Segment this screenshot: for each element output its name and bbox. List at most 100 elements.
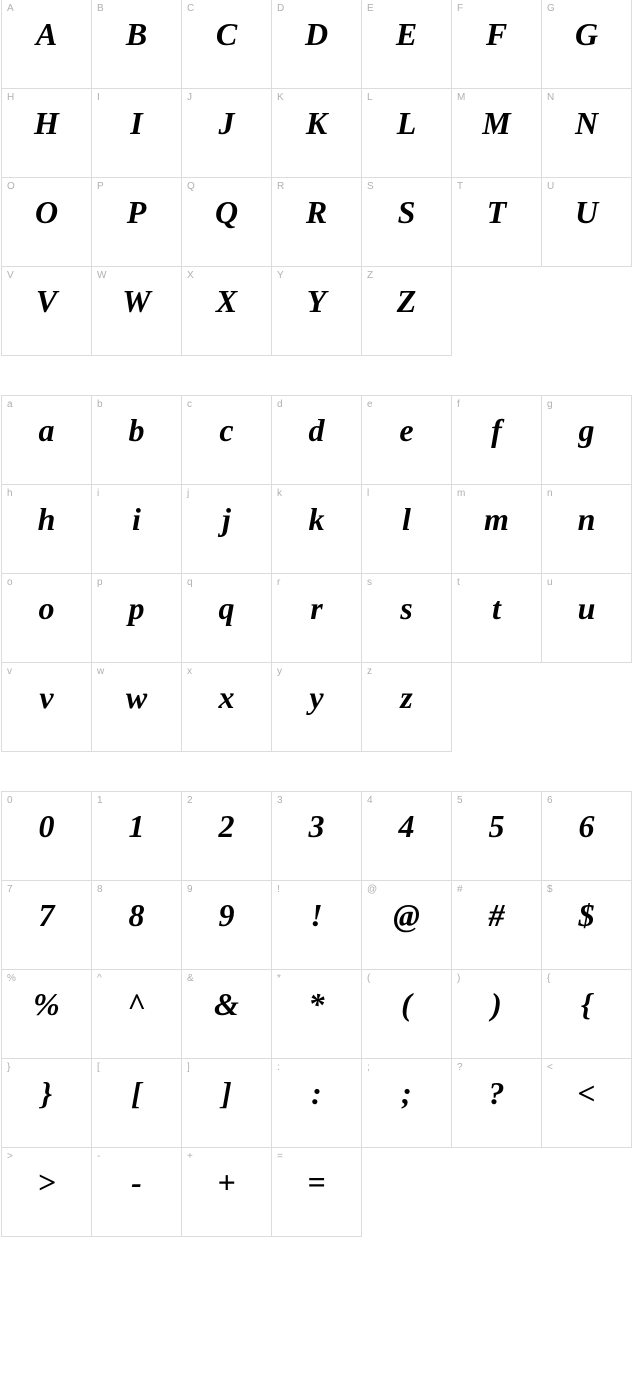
cell-glyph: X xyxy=(182,285,271,317)
glyph-cell: bb xyxy=(91,395,182,485)
cell-glyph: O xyxy=(2,196,91,228)
cell-glyph: ; xyxy=(362,1077,451,1109)
glyph-cell: >> xyxy=(1,1147,92,1237)
glyph-cell: ii xyxy=(91,484,182,574)
cell-glyph: g xyxy=(542,414,631,446)
cell-label: l xyxy=(367,488,369,499)
cell-glyph: T xyxy=(452,196,541,228)
glyph-cell: SS xyxy=(361,177,452,267)
cell-glyph: s xyxy=(362,592,451,624)
cell-glyph: 9 xyxy=(182,899,271,931)
cell-glyph: ( xyxy=(362,988,451,1020)
cell-glyph: m xyxy=(452,503,541,535)
cell-glyph: n xyxy=(542,503,631,535)
character-map: AABBCCDDEEFFGGHHIIJJKKLLMMNNOOPPQQRRSSTT… xyxy=(0,0,640,1237)
cell-label: c xyxy=(187,399,192,410)
cell-label: f xyxy=(457,399,460,410)
glyph-cell: gg xyxy=(541,395,632,485)
cell-label: M xyxy=(457,92,465,103)
glyph-grid: AABBCCDDEEFFGGHHIIJJKKLLMMNNOOPPQQRRSSTT… xyxy=(2,0,640,356)
cell-glyph: @ xyxy=(362,899,451,931)
cell-glyph: & xyxy=(182,988,271,1020)
cell-glyph: ^ xyxy=(92,988,181,1020)
glyph-cell: 11 xyxy=(91,791,182,881)
cell-label: E xyxy=(367,3,374,14)
cell-label: C xyxy=(187,3,194,14)
cell-glyph: L xyxy=(362,107,451,139)
glyph-cell: XX xyxy=(181,266,272,356)
cell-label: m xyxy=(457,488,465,499)
cell-label: 1 xyxy=(97,795,103,806)
glyph-cell: ll xyxy=(361,484,452,574)
glyph-cell: [[ xyxy=(91,1058,182,1148)
glyph-cell: tt xyxy=(451,573,542,663)
cell-glyph: h xyxy=(2,503,91,535)
cell-label: v xyxy=(7,666,12,677)
glyph-cell: == xyxy=(271,1147,362,1237)
glyph-cell: 99 xyxy=(181,880,272,970)
cell-glyph: : xyxy=(272,1077,361,1109)
cell-label: t xyxy=(457,577,460,588)
cell-label: ! xyxy=(277,884,280,895)
glyph-cell: VV xyxy=(1,266,92,356)
glyph-cell: }} xyxy=(1,1058,92,1148)
cell-glyph: > xyxy=(2,1166,91,1198)
cell-glyph: Y xyxy=(272,285,361,317)
cell-glyph: ? xyxy=(452,1077,541,1109)
cell-glyph: R xyxy=(272,196,361,228)
cell-glyph: 7 xyxy=(2,899,91,931)
cell-label: p xyxy=(97,577,103,588)
cell-label: G xyxy=(547,3,555,14)
glyph-cell: hh xyxy=(1,484,92,574)
cell-glyph: c xyxy=(182,414,271,446)
cell-label: 7 xyxy=(7,884,13,895)
cell-glyph: f xyxy=(452,414,541,446)
glyph-cell: :: xyxy=(271,1058,362,1148)
cell-label: 9 xyxy=(187,884,193,895)
cell-label: @ xyxy=(367,884,377,895)
cell-label: N xyxy=(547,92,554,103)
cell-label: Q xyxy=(187,181,195,192)
cell-glyph: * xyxy=(272,988,361,1020)
cell-glyph: z xyxy=(362,681,451,713)
cell-label: A xyxy=(7,3,14,14)
glyph-cell: ## xyxy=(451,880,542,970)
cell-label: b xyxy=(97,399,103,410)
cell-glyph: I xyxy=(92,107,181,139)
cell-label: y xyxy=(277,666,282,677)
cell-label: + xyxy=(187,1151,193,1162)
glyph-grid: aabbccddeeffgghhiijjkkllmmnnooppqqrrsstt… xyxy=(2,396,640,752)
cell-label: * xyxy=(277,973,281,984)
cell-glyph: S xyxy=(362,196,451,228)
glyph-cell: WW xyxy=(91,266,182,356)
cell-glyph: Z xyxy=(362,285,451,317)
glyph-cell: 88 xyxy=(91,880,182,970)
cell-label: 4 xyxy=(367,795,373,806)
cell-glyph: P xyxy=(92,196,181,228)
cell-label: > xyxy=(7,1151,13,1162)
glyph-cell: aa xyxy=(1,395,92,485)
cell-label: B xyxy=(97,3,104,14)
cell-label: ( xyxy=(367,973,370,984)
glyph-cell: dd xyxy=(271,395,362,485)
cell-label: u xyxy=(547,577,553,588)
glyph-cell: ff xyxy=(451,395,542,485)
cell-label: 5 xyxy=(457,795,463,806)
glyph-cell: )) xyxy=(451,969,542,1059)
cell-label: 0 xyxy=(7,795,13,806)
cell-label: } xyxy=(7,1062,10,1073)
cell-label: k xyxy=(277,488,282,499)
cell-glyph: j xyxy=(182,503,271,535)
cell-label: o xyxy=(7,577,13,588)
cell-glyph: 3 xyxy=(272,810,361,842)
glyph-cell: OO xyxy=(1,177,92,267)
cell-glyph: % xyxy=(2,988,91,1020)
cell-glyph: d xyxy=(272,414,361,446)
glyph-cell: HH xyxy=(1,88,92,178)
glyph-cell: ?? xyxy=(451,1058,542,1148)
cell-glyph: 4 xyxy=(362,810,451,842)
cell-label: r xyxy=(277,577,280,588)
cell-label: $ xyxy=(547,884,553,895)
glyph-cell: FF xyxy=(451,0,542,89)
glyph-cell: && xyxy=(181,969,272,1059)
